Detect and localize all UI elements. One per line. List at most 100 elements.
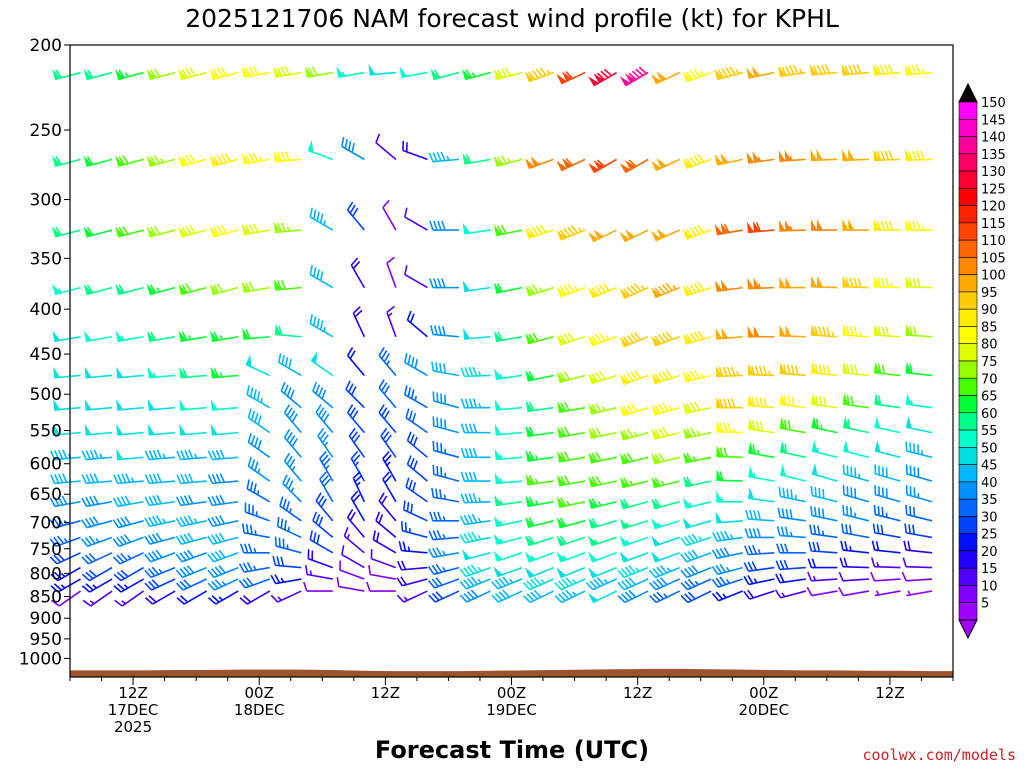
barb-full [247, 408, 252, 418]
barb-full [463, 592, 472, 601]
wind-barb [386, 256, 397, 288]
wind-barb [494, 424, 523, 436]
barb-full [183, 566, 191, 575]
barb-full [872, 523, 876, 534]
barb-full [81, 519, 88, 528]
barb-full [812, 541, 817, 552]
wind-barb [146, 155, 176, 167]
barb-staff [401, 549, 428, 554]
barb-staff [811, 578, 838, 582]
barb-full [125, 473, 131, 483]
wind-barb [114, 590, 145, 607]
barb-full [497, 331, 504, 341]
barb-full [731, 398, 736, 408]
barb-pennant [874, 361, 881, 374]
wind-barb [49, 535, 81, 548]
barb-pennant [715, 511, 723, 524]
wind-barb [341, 136, 365, 161]
barb-full [691, 533, 699, 543]
barb-full [183, 551, 191, 560]
barb-staff [748, 518, 775, 522]
barb-staff [464, 374, 491, 378]
wind-barb [406, 431, 428, 458]
barb-half [757, 549, 762, 555]
barb-half [720, 497, 724, 503]
wind-barb [873, 323, 901, 338]
barb-full [500, 68, 508, 78]
barb-staff [749, 590, 775, 600]
barb-pennant [83, 155, 93, 167]
barb-full [187, 494, 194, 505]
barb-full [775, 560, 781, 570]
wind-barb [280, 381, 302, 409]
wind-barb [651, 71, 681, 85]
wind-barb [210, 424, 239, 436]
barb-full [276, 516, 280, 527]
barb-full [530, 591, 538, 600]
barb-staff [319, 458, 334, 482]
barb-full [444, 394, 447, 405]
barb-staff [779, 578, 806, 584]
wind-barb [493, 533, 523, 545]
barb-full [751, 561, 758, 571]
barb-full [849, 326, 854, 336]
barb-full [686, 452, 693, 462]
barb-staff [118, 520, 144, 529]
barb-full [219, 515, 226, 525]
barb-full [685, 158, 694, 167]
colorbar-swatch [958, 153, 978, 172]
barb-full [652, 593, 661, 602]
y-tick-label: 950 [30, 630, 62, 650]
barb-pennant [336, 66, 345, 78]
barb-half [629, 480, 634, 486]
barb-full [214, 579, 223, 588]
barb-staff [842, 578, 869, 582]
barb-pennant [556, 160, 568, 172]
barb-full [291, 413, 298, 423]
wind-barb [404, 265, 428, 289]
barb-full [88, 535, 96, 545]
barb-full [564, 475, 571, 485]
barb-full [321, 454, 329, 463]
wind-barb [460, 493, 491, 504]
wind-barb [244, 502, 270, 522]
barb-half [442, 550, 446, 556]
wind-barb [274, 536, 302, 554]
wind-barb [207, 565, 239, 579]
barb-staff [529, 590, 554, 604]
barb-full [762, 365, 768, 376]
barb-pennant [753, 277, 761, 289]
barb-full [433, 511, 438, 522]
barb-full [120, 552, 128, 561]
barb-full [277, 353, 282, 363]
wind-barb [81, 578, 113, 593]
barb-staff [655, 578, 681, 591]
colorbar-swatch [958, 274, 978, 293]
barb-full [526, 580, 535, 589]
barb-full [598, 284, 607, 293]
barb-full [278, 537, 281, 548]
barb-staff [811, 514, 838, 522]
wind-barb [283, 428, 302, 458]
barb-full [589, 580, 598, 589]
barb-full [617, 569, 625, 578]
barb-full [873, 505, 877, 515]
barb-staff [245, 578, 270, 589]
barb-full [840, 540, 844, 551]
barb-half [323, 326, 326, 332]
barb-full [180, 473, 186, 484]
wind-barb [522, 577, 554, 591]
barb-pennant [493, 533, 503, 545]
wind-barb [680, 590, 712, 604]
barb-full [350, 450, 359, 460]
barb-full [49, 497, 56, 507]
barb-full [535, 68, 543, 78]
barb-full [909, 442, 912, 453]
barb-full [557, 580, 566, 589]
barb-full [436, 392, 439, 403]
barb-full [559, 517, 567, 527]
barb-pennant [52, 226, 62, 238]
barb-full [721, 68, 728, 78]
barb-full [591, 287, 599, 296]
barb-half [757, 283, 762, 289]
